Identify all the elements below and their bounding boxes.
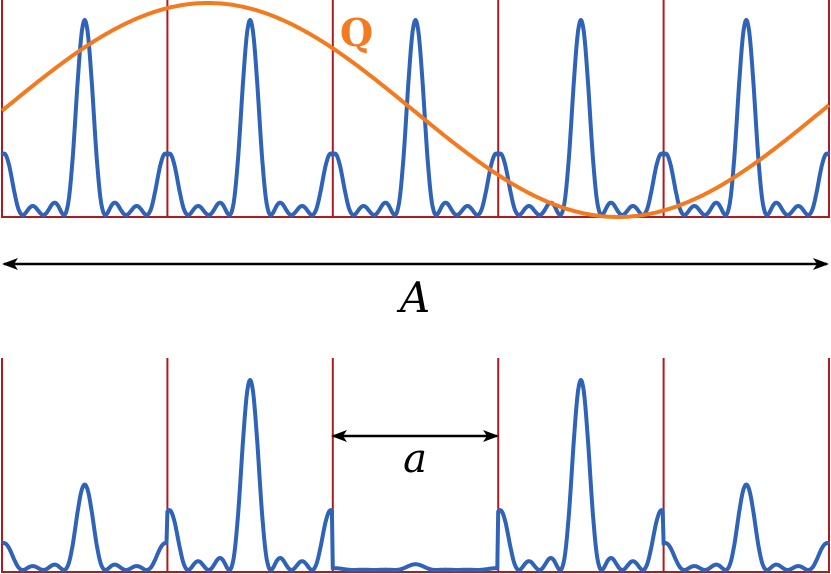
envelope-curve-q [0,0,831,219]
bottom-panel: a [0,358,831,573]
top-cell-borders [1,0,830,218]
top-panel: Q [0,0,831,219]
bottom-wave-pattern [0,378,831,572]
label-A: A [396,273,430,322]
top-wave-pattern [0,18,831,217]
width-arrow-a: A [2,258,829,322]
label-a: a [403,436,427,482]
cell-width-arrow-a: a [331,430,499,482]
envelope-label-q: Q [340,10,373,55]
